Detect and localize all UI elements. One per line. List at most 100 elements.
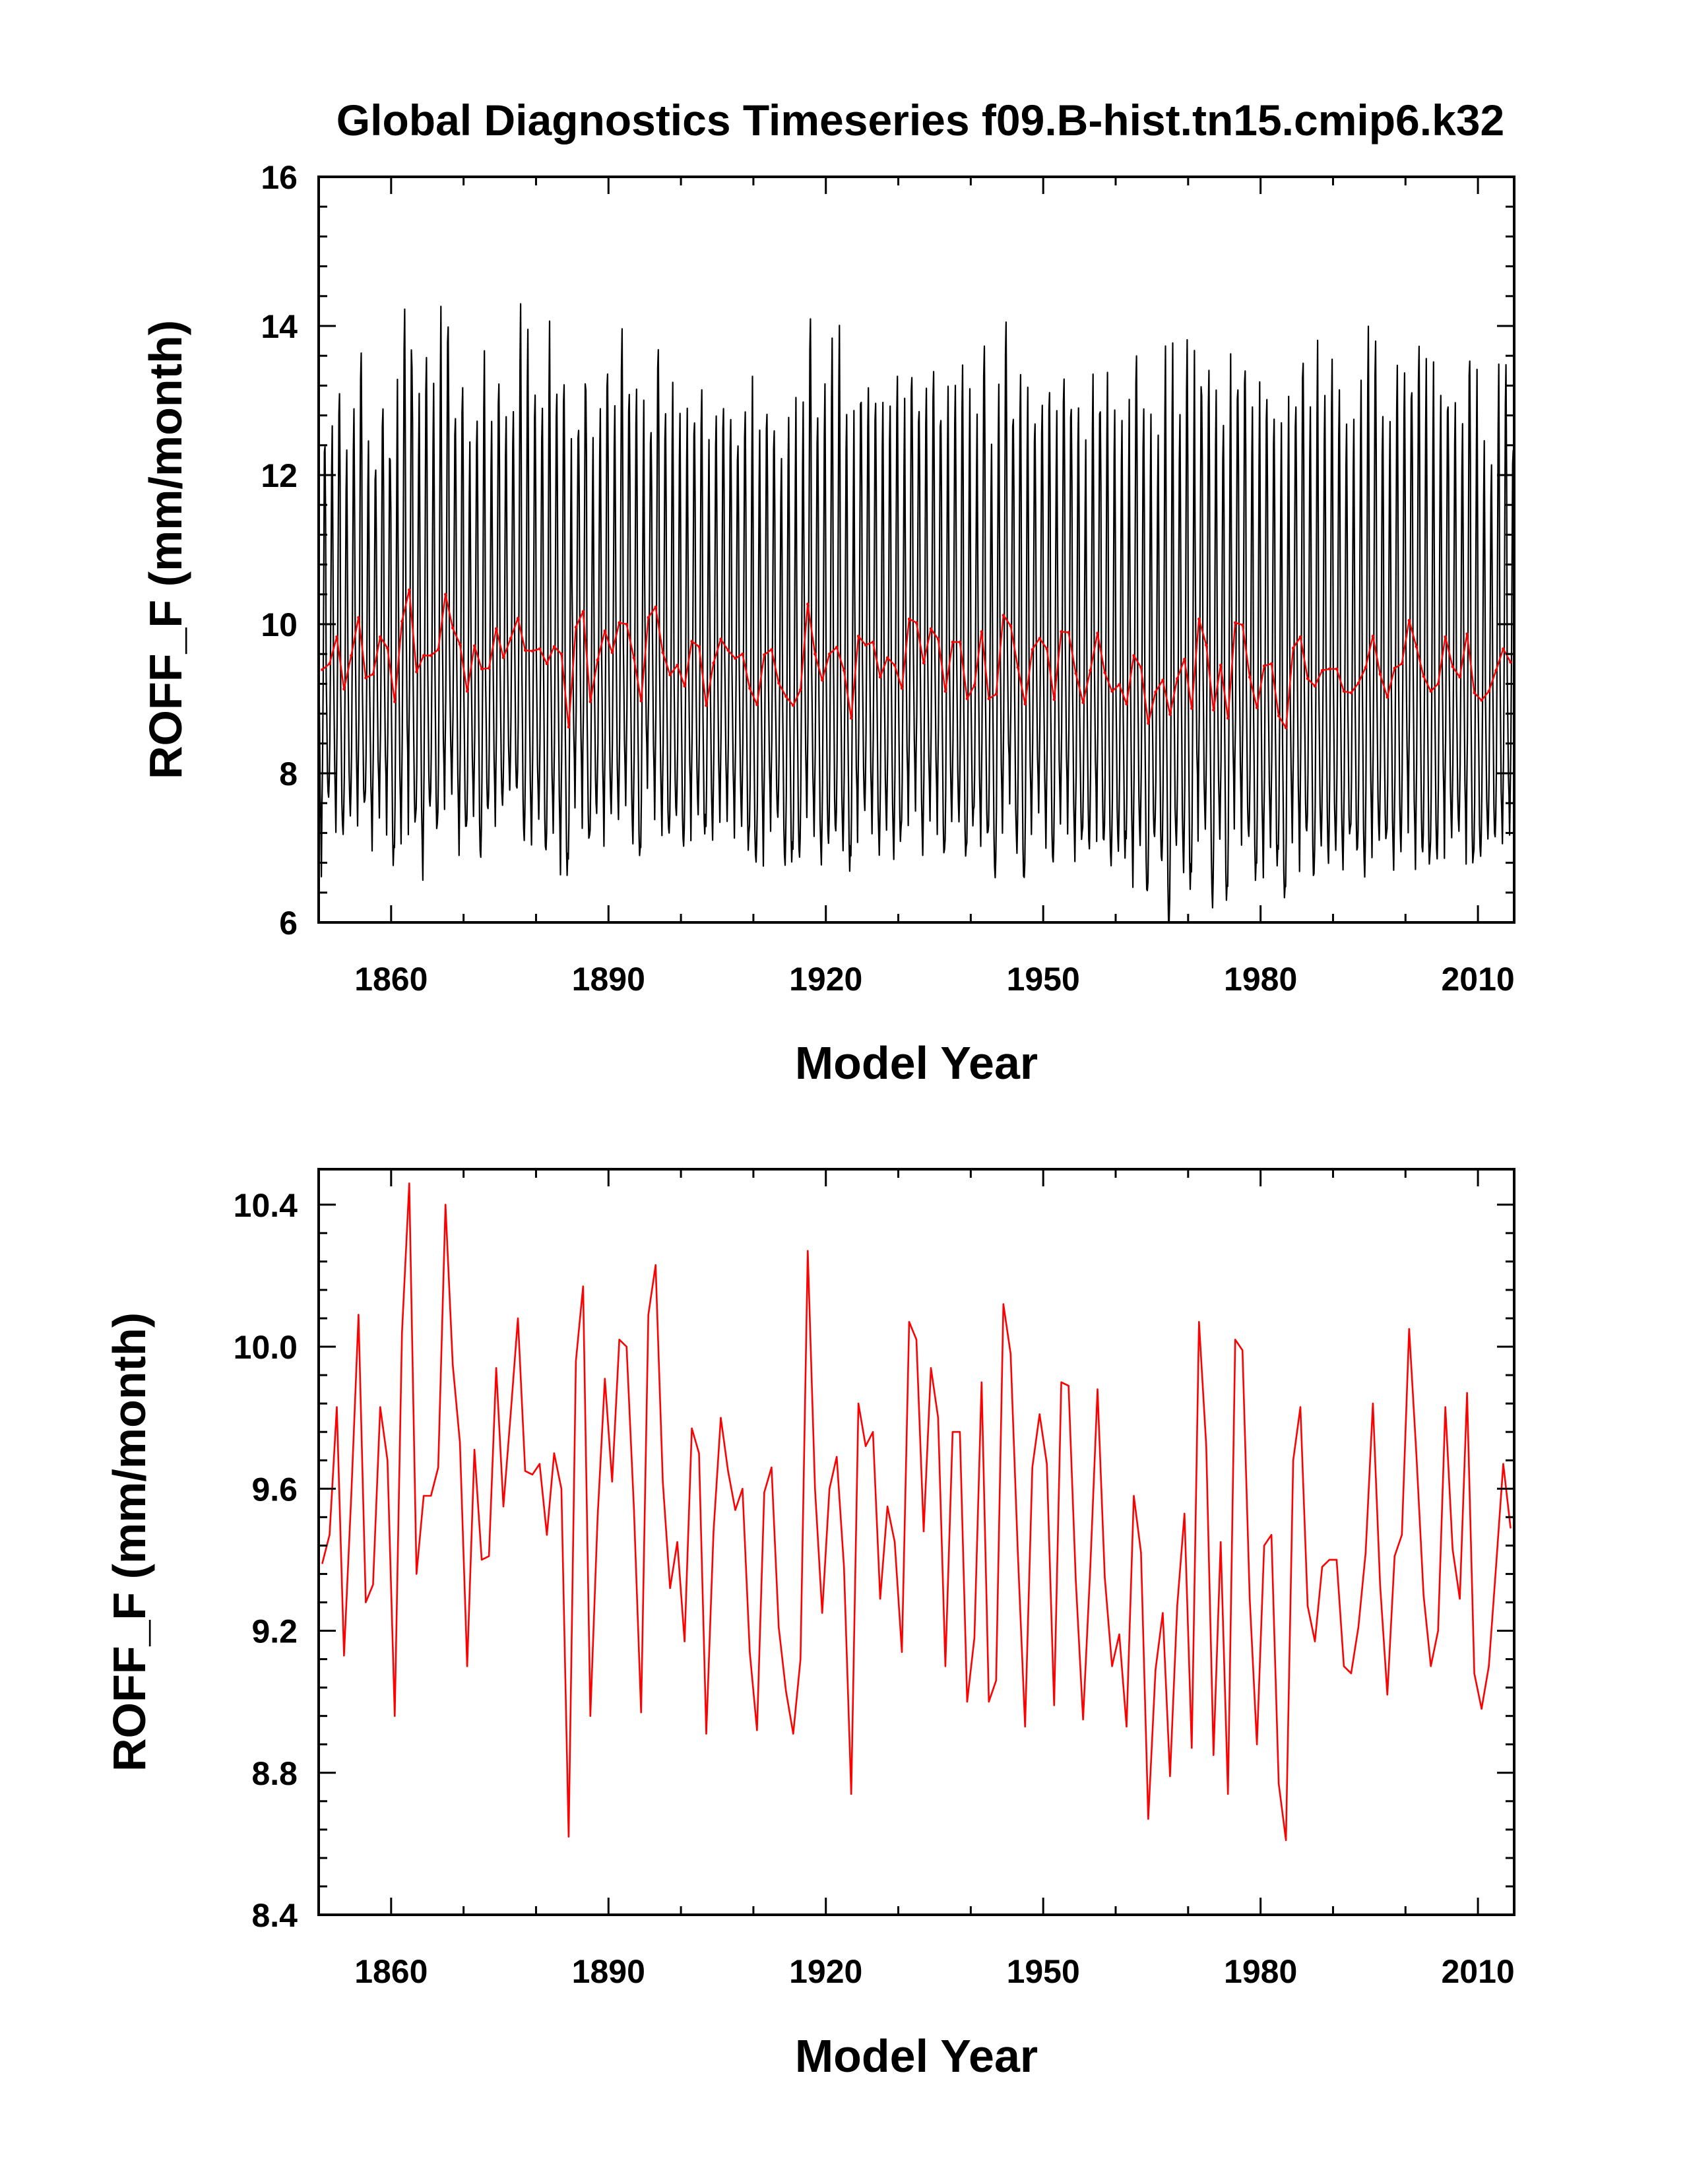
annual-mean-point xyxy=(480,1558,483,1561)
annual-mean-point xyxy=(1220,1541,1222,1543)
annual-mean-point xyxy=(1342,690,1346,693)
annual-mean-point xyxy=(1451,1548,1453,1550)
annual-mean-point xyxy=(321,668,324,672)
annual-mean-point xyxy=(473,1448,476,1451)
annual-mean-point xyxy=(618,1339,620,1341)
annual-mean-point xyxy=(386,647,389,650)
y-tick-label: 9.6 xyxy=(251,1471,298,1508)
annual-mean-point xyxy=(922,661,926,664)
annual-mean-point xyxy=(1068,1385,1069,1387)
annual-mean-point xyxy=(1096,631,1099,635)
annual-mean-point xyxy=(1212,708,1215,712)
y-tick-label: 12 xyxy=(261,457,298,494)
annual-mean-point xyxy=(705,1733,707,1735)
annual-mean-point xyxy=(1502,647,1505,651)
annual-mean-point xyxy=(1017,1551,1019,1554)
annual-mean-point xyxy=(451,626,455,629)
annual-mean-point xyxy=(937,1417,940,1419)
annual-mean-point xyxy=(726,649,730,652)
x-tick-label: 2010 xyxy=(1441,961,1514,998)
annual-mean-point xyxy=(546,1534,548,1536)
annual-mean-point xyxy=(958,640,962,644)
annual-mean-point xyxy=(1038,637,1041,640)
annual-mean-point xyxy=(1473,691,1476,695)
bottom-chart-frame xyxy=(317,1168,1515,1916)
annual-mean-point xyxy=(734,1509,736,1511)
annual-mean-point xyxy=(364,676,367,680)
annual-mean-point xyxy=(922,1530,925,1533)
annual-mean-point xyxy=(611,1481,613,1483)
monthly-series-line xyxy=(318,303,1515,924)
annual-mean-point xyxy=(1002,614,1005,617)
annual-mean-point xyxy=(995,1679,998,1682)
annual-mean-point xyxy=(1350,1672,1353,1675)
annual-mean-point xyxy=(1227,1793,1229,1795)
top-chart: Global Diagnostics Timeseries f09.B-hist… xyxy=(140,96,1515,1089)
annual-mean-point xyxy=(610,651,614,655)
top-chart-series xyxy=(318,303,1515,924)
annual-mean-point xyxy=(1393,1555,1395,1557)
annual-mean-point xyxy=(697,645,701,649)
annual-mean-point xyxy=(771,1466,773,1469)
annual-mean-point xyxy=(596,1516,598,1518)
annual-mean-point xyxy=(669,1587,671,1590)
annual-mean-point xyxy=(1205,643,1208,647)
annual-mean-point xyxy=(1242,1349,1244,1351)
annual-mean-point xyxy=(1205,1445,1207,1447)
annual-mean-point xyxy=(654,605,657,609)
annual-mean-point xyxy=(879,1597,881,1600)
annual-mean-point xyxy=(829,1488,831,1490)
annual-mean-point xyxy=(959,1431,961,1433)
annual-mean-point xyxy=(371,672,375,676)
annual-mean-point xyxy=(1436,682,1440,686)
annual-mean-point xyxy=(1009,1353,1012,1355)
annual-mean-point xyxy=(1147,1818,1149,1820)
annual-mean-point xyxy=(582,1285,584,1287)
annual-mean-point xyxy=(690,639,693,643)
annual-mean-point xyxy=(1386,695,1389,699)
bottom-chart-x-tick-labels: 1860 1890 1920 1950 1980 2010 xyxy=(354,1953,1515,1990)
annual-mean-point xyxy=(1306,677,1310,680)
annual-mean-point xyxy=(1045,647,1048,651)
annual-mean-point xyxy=(850,1793,852,1795)
annual-mean-point xyxy=(379,1406,381,1408)
annual-mean-point xyxy=(1480,699,1483,702)
annual-mean-point xyxy=(720,1417,722,1419)
annual-mean-point xyxy=(1415,645,1418,649)
annual-mean-point xyxy=(1133,1494,1135,1497)
annual-mean-point xyxy=(1104,1576,1106,1578)
annual-mean-point xyxy=(813,653,817,656)
annual-mean-point xyxy=(1437,1630,1439,1632)
annual-mean-point xyxy=(1126,1725,1128,1727)
annual-mean-point xyxy=(1292,1460,1294,1461)
annual-mean-point xyxy=(1118,683,1121,686)
annual-mean-point xyxy=(1118,1633,1120,1636)
annual-mean-point xyxy=(604,1378,606,1380)
annual-mean-point xyxy=(321,1562,323,1564)
bottom-chart-ticks xyxy=(317,1169,1514,1916)
x-tick-label: 1860 xyxy=(354,1953,428,1990)
annual-mean-point xyxy=(734,657,737,660)
annual-mean-point xyxy=(495,1367,497,1369)
annual-mean-point xyxy=(1002,1303,1005,1305)
annual-mean-point xyxy=(1422,674,1425,678)
annual-mean-point xyxy=(748,687,751,690)
annual-mean-point xyxy=(1031,648,1034,651)
annual-mean-point xyxy=(871,640,875,644)
annual-mean-point xyxy=(893,1541,896,1543)
annual-mean-point xyxy=(1328,1558,1331,1561)
annual-mean-point xyxy=(864,643,868,647)
annual-mean-point xyxy=(1299,1406,1302,1408)
annual-mean-point xyxy=(1510,1527,1512,1529)
annual-mean-point xyxy=(1495,1566,1497,1568)
annual-mean-point xyxy=(885,656,889,659)
annual-mean-point xyxy=(1256,1743,1258,1745)
annual-mean-point xyxy=(1168,713,1172,716)
annual-mean-point xyxy=(1313,684,1317,688)
annual-mean-point xyxy=(784,695,788,698)
annual-mean-point xyxy=(965,697,969,701)
annual-mean-point xyxy=(1393,666,1396,670)
annual-mean-point xyxy=(423,1494,425,1497)
annual-mean-point xyxy=(1219,664,1223,667)
